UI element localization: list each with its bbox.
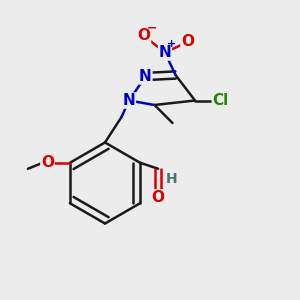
Text: −: − xyxy=(147,22,158,35)
Text: Cl: Cl xyxy=(212,93,229,108)
Text: O: O xyxy=(137,28,151,44)
Text: O: O xyxy=(181,34,194,50)
Text: +: + xyxy=(167,39,176,49)
Text: H: H xyxy=(166,172,177,186)
Text: O: O xyxy=(152,190,165,205)
Text: N: N xyxy=(123,93,135,108)
Text: O: O xyxy=(41,155,54,170)
Text: N: N xyxy=(159,45,171,60)
Text: N: N xyxy=(139,69,152,84)
